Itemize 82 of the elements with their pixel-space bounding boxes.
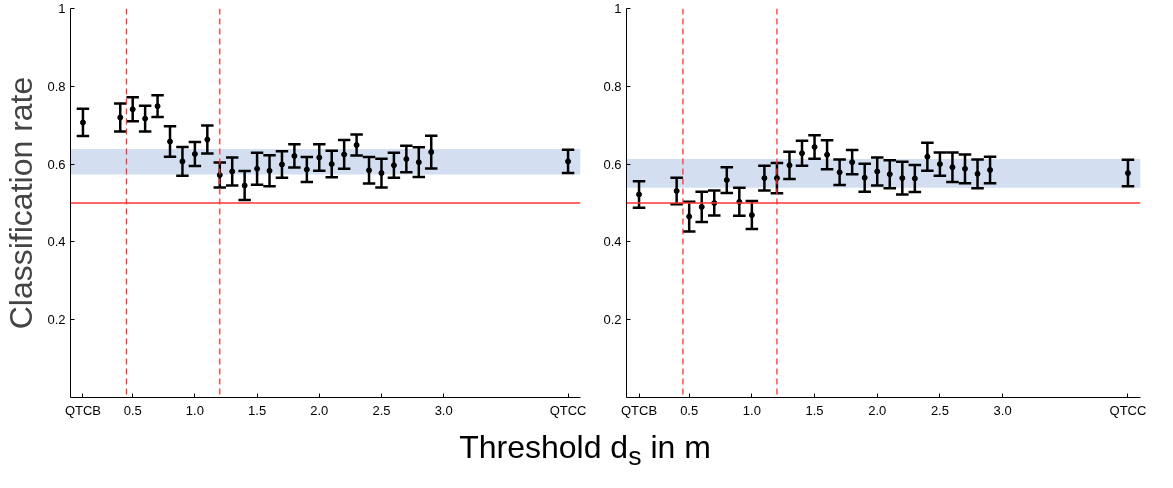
point xyxy=(673,187,680,194)
y-tick-label: 1 xyxy=(58,1,66,16)
point xyxy=(924,153,931,160)
x-tick-label: QTCC xyxy=(1109,402,1147,418)
point xyxy=(748,212,755,219)
point xyxy=(849,159,856,166)
point xyxy=(824,151,831,158)
point xyxy=(291,152,298,159)
x-tick-label: 0.5 xyxy=(123,402,142,418)
point xyxy=(353,142,360,149)
x-tick-label: 1.0 xyxy=(742,402,761,418)
x-tick-label: QTCB xyxy=(64,402,102,418)
point xyxy=(636,191,643,198)
point xyxy=(987,166,994,173)
y-tick-label: 0.4 xyxy=(47,234,66,250)
y-tick-label: 0.4 xyxy=(603,234,622,250)
point xyxy=(204,136,211,143)
point xyxy=(565,158,572,165)
point xyxy=(129,106,136,113)
x-tick-label: QTCC xyxy=(549,402,587,418)
point xyxy=(874,168,881,175)
point xyxy=(303,166,310,173)
point xyxy=(278,161,285,168)
point xyxy=(366,167,373,174)
point xyxy=(415,159,422,166)
point xyxy=(949,164,956,171)
point xyxy=(773,175,780,182)
x-tick-label: 3.0 xyxy=(434,402,453,418)
x-tick-label: QTCB xyxy=(620,402,658,418)
point xyxy=(403,156,410,163)
y-tick-label: 0.2 xyxy=(47,312,66,328)
point xyxy=(698,203,705,210)
point xyxy=(974,170,981,177)
y-tick-label: 0.6 xyxy=(47,156,66,172)
point xyxy=(886,171,893,178)
point xyxy=(428,149,435,156)
point xyxy=(328,161,335,168)
point xyxy=(179,158,186,165)
x-tick-label: 0.5 xyxy=(680,402,699,418)
point xyxy=(686,213,693,220)
y-tick-label: 1 xyxy=(614,1,622,16)
point xyxy=(167,138,174,145)
point xyxy=(154,103,161,110)
x-axis-title: Threshold d$_{s}$ in m xyxy=(459,428,711,474)
point xyxy=(316,154,323,161)
point xyxy=(117,114,124,121)
point xyxy=(241,182,248,189)
point xyxy=(836,169,843,176)
point xyxy=(266,167,273,174)
x-tick-label: 2.0 xyxy=(868,402,887,418)
point xyxy=(390,162,397,169)
point xyxy=(861,174,868,181)
point xyxy=(761,175,768,182)
point xyxy=(378,170,385,177)
x-tick-label: 2.0 xyxy=(310,402,329,418)
x-tick-label: 1.0 xyxy=(185,402,204,418)
point xyxy=(911,175,918,182)
point xyxy=(961,165,968,172)
point xyxy=(786,162,793,169)
point xyxy=(216,172,223,178)
y-tick-label: 0.8 xyxy=(603,78,622,94)
point xyxy=(723,177,730,184)
y-tick-label: 0.6 xyxy=(603,156,622,172)
point xyxy=(79,119,86,126)
point xyxy=(191,150,198,157)
point xyxy=(142,115,149,122)
point xyxy=(1124,170,1131,177)
point xyxy=(936,161,943,168)
point xyxy=(254,165,261,172)
point xyxy=(799,150,806,157)
x-tick-label: 1.5 xyxy=(248,402,267,418)
x-tick-label: 1.5 xyxy=(805,402,824,418)
point xyxy=(229,168,236,175)
x-tick-label: 3.0 xyxy=(993,402,1012,418)
y-axis-title: Classification rate xyxy=(3,76,40,330)
point xyxy=(341,151,348,158)
x-tick-label: 2.5 xyxy=(930,402,949,418)
y-tick-label: 0.8 xyxy=(47,78,66,94)
x-tick-label: 2.5 xyxy=(372,402,391,418)
point xyxy=(811,143,818,150)
y-tick-label: 0.2 xyxy=(603,312,622,328)
point xyxy=(899,175,906,182)
